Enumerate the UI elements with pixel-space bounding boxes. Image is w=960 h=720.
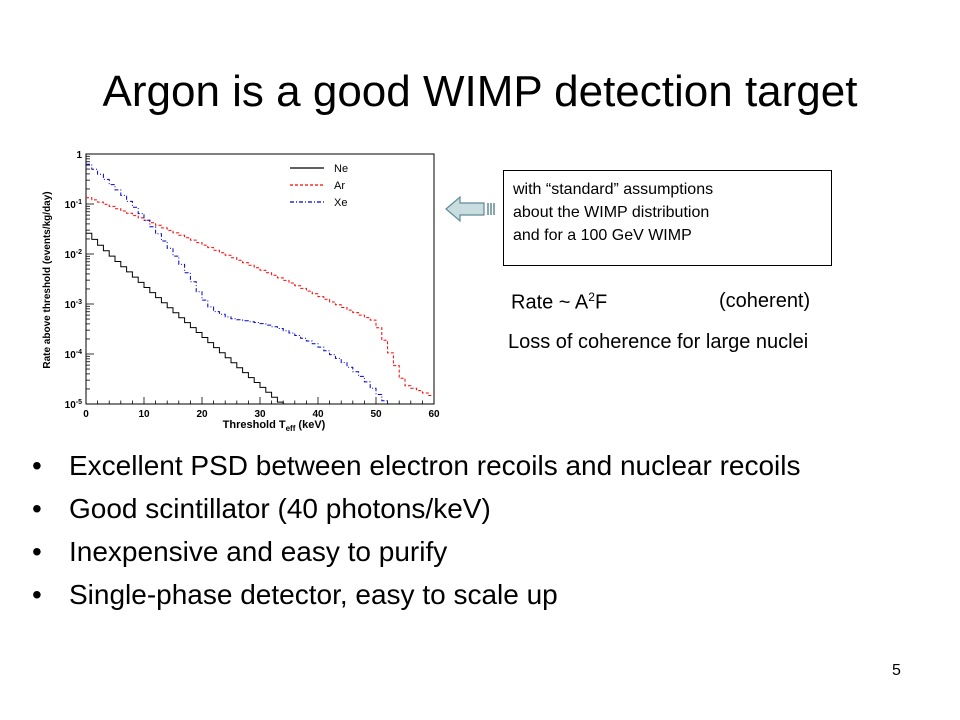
bullet-text: Single-phase detector, easy to scale up xyxy=(69,579,558,610)
bullet-list: • Excellent PSD between electron recoils … xyxy=(32,449,912,621)
legend-label-ar: Ar xyxy=(334,180,345,192)
x-tick-label: 10 xyxy=(138,409,150,420)
bullet-dot: • xyxy=(32,493,42,524)
bullet-dot: • xyxy=(32,536,42,567)
bullet-item: • Good scintillator (40 photons/keV) xyxy=(32,492,912,525)
chart-legend: Ne Ar Xe xyxy=(290,163,348,209)
slide-title: Argon is a good WIMP detection target xyxy=(102,67,858,116)
rate-prefix: Rate ~ A xyxy=(511,291,589,314)
rate-formula: Rate ~ A2F xyxy=(511,290,607,315)
series-layer xyxy=(86,163,434,404)
y-axis-label: Rate above threshold (events/kg/day) xyxy=(42,191,53,368)
bullet-text: Good scintillator (40 photons/keV) xyxy=(69,493,491,524)
x-tick-label: 20 xyxy=(196,409,208,420)
x-axis-label: Threshold Teff (keV) xyxy=(223,419,326,433)
bullet-text: Excellent PSD between electron recoils a… xyxy=(69,450,801,481)
x-tick-label: 30 xyxy=(254,409,266,420)
coherent-note: (coherent) xyxy=(719,290,811,312)
left-arrow-icon xyxy=(445,195,495,223)
page-number: 5 xyxy=(892,662,901,679)
x-tick-label: 0 xyxy=(83,409,89,420)
legend-label-ne: Ne xyxy=(334,163,348,175)
chart-background xyxy=(34,140,446,440)
callout-line-3: and for a 100 GeV WIMP xyxy=(513,227,692,244)
bullet-dot: • xyxy=(32,579,42,610)
legend-label-xe: Xe xyxy=(334,197,347,209)
bullet-item: • Single-phase detector, easy to scale up xyxy=(32,578,912,611)
rate-exponent: 2 xyxy=(588,290,595,304)
x-tick-label: 40 xyxy=(312,409,324,420)
series-line-ar xyxy=(86,197,434,396)
x-tick-label: 60 xyxy=(428,409,440,420)
bullet-dot: • xyxy=(32,450,42,481)
x-tick-label: 50 xyxy=(370,409,382,420)
rate-suffix: F xyxy=(594,291,608,314)
bullet-item: • Inexpensive and easy to purify xyxy=(32,535,912,568)
rate-vs-threshold-chart: 0 10 20 30 40 50 60 10-5 10-4 10-3 10-2 10-1 1 Ne Ar X… xyxy=(34,140,446,440)
callout-line-2: about the WIMP distribution xyxy=(513,204,710,221)
series-line-ne xyxy=(86,232,284,404)
bullet-text: Inexpensive and easy to purify xyxy=(69,536,448,567)
callout-line-1: with “standard” assumptions xyxy=(513,181,714,198)
bullet-item: • Excellent PSD between electron recoils … xyxy=(32,449,912,482)
loss-of-coherence-note: Loss of coherence for large nuclei xyxy=(508,331,809,353)
series-line-xe xyxy=(86,163,389,404)
y-tick-label: 1 xyxy=(76,150,82,161)
wimp-assumptions-callout: with “standard” assumptions about the WI… xyxy=(503,170,832,266)
